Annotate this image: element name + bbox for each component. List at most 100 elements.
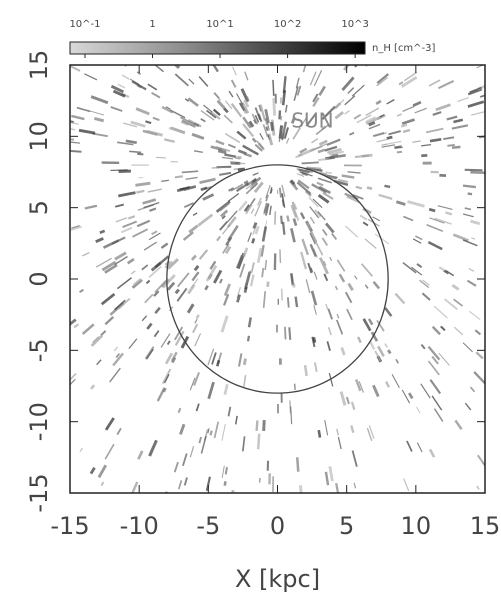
texture-streak	[326, 304, 328, 309]
texture-streak	[179, 408, 181, 413]
texture-streak	[0, 438, 2, 443]
texture-streak	[430, 380, 440, 394]
texture-streak	[239, 353, 241, 366]
texture-streak	[384, 186, 390, 187]
texture-streak	[199, 77, 208, 87]
texture-streak	[320, 258, 327, 274]
texture-streak	[370, 508, 374, 522]
texture-streak	[112, 237, 125, 243]
texture-streak	[332, 155, 339, 156]
texture-streak	[266, 0, 267, 6]
texture-streak	[39, 305, 45, 309]
texture-streak	[429, 80, 440, 86]
texture-streak	[326, 172, 332, 173]
texture-streak	[188, 98, 198, 105]
texture-streak	[346, 292, 352, 303]
texture-streak	[2, 178, 20, 179]
texture-streak	[465, 208, 471, 209]
texture-streak	[245, 22, 249, 38]
texture-streak	[74, 324, 78, 327]
texture-streak	[286, 105, 287, 113]
texture-streak	[445, 213, 451, 215]
texture-streak	[249, 317, 251, 327]
texture-streak	[229, 91, 233, 97]
y-tick-label: 0	[25, 271, 53, 286]
texture-streak	[402, 77, 417, 86]
x-tick-label: 0	[270, 512, 285, 540]
texture-streak	[437, 30, 441, 33]
texture-streak	[195, 333, 201, 346]
texture-streak	[492, 218, 498, 220]
texture-streak	[163, 369, 171, 383]
texture-streak	[365, 239, 376, 248]
texture-streak	[495, 479, 497, 482]
texture-streak	[281, 216, 282, 224]
texture-streak	[48, 313, 62, 322]
texture-streak	[170, 493, 172, 499]
texture-streak	[179, 480, 182, 489]
texture-streak	[35, 5, 48, 14]
texture-streak	[337, 314, 339, 318]
texture-streak	[351, 425, 353, 432]
texture-streak	[164, 139, 174, 141]
texture-streak	[455, 420, 461, 429]
texture-streak	[367, 187, 372, 188]
texture-streak	[166, 3, 175, 16]
texture-streak	[447, 117, 457, 120]
texture-streak	[198, 215, 212, 226]
texture-streak	[337, 429, 339, 436]
texture-streak	[53, 345, 58, 349]
texture-streak	[447, 145, 454, 146]
texture-streak	[337, 320, 343, 334]
texture-streak	[61, 256, 69, 260]
texture-streak	[264, 291, 266, 308]
texture-streak	[126, 141, 137, 143]
texture-streak	[131, 271, 135, 274]
texture-streak	[251, 262, 253, 273]
texture-streak	[102, 294, 115, 304]
texture-streak	[324, 274, 327, 281]
texture-streak	[400, 31, 408, 39]
texture-streak	[294, 283, 295, 287]
texture-streak	[438, 206, 453, 210]
texture-streak	[432, 396, 442, 410]
texture-streak	[472, 14, 481, 20]
texture-streak	[217, 236, 220, 240]
texture-streak	[243, 436, 245, 451]
texture-streak	[430, 449, 434, 457]
colorbar	[70, 42, 365, 54]
texture-streak	[135, 183, 150, 185]
texture-streak	[342, 176, 355, 178]
texture-streak	[244, 359, 245, 365]
texture-streak	[296, 297, 297, 307]
texture-streak	[118, 84, 125, 88]
texture-streak	[0, 381, 7, 388]
texture-streak	[260, 12, 261, 19]
texture-streak	[248, 336, 249, 341]
texture-streak	[237, 157, 241, 158]
texture-streak	[373, 24, 378, 31]
texture-streak	[144, 9, 152, 18]
texture-streak	[2, 246, 15, 250]
texture-streak	[228, 193, 239, 201]
texture-streak	[168, 283, 174, 290]
texture-streak	[386, 382, 389, 388]
texture-streak	[26, 13, 38, 20]
texture-streak	[476, 352, 483, 358]
texture-streak	[106, 505, 114, 521]
texture-streak	[148, 84, 157, 90]
texture-streak	[42, 185, 50, 186]
texture-streak	[233, 67, 237, 75]
texture-streak	[323, 516, 324, 524]
texture-streak	[354, 483, 355, 489]
texture-streak	[92, 336, 103, 346]
texture-streak	[336, 286, 338, 290]
texture-streak	[137, 221, 150, 226]
texture-streak	[193, 324, 197, 332]
texture-streak	[236, 416, 237, 425]
texture-streak	[152, 93, 160, 98]
texture-streak	[262, 268, 263, 277]
texture-streak	[90, 0, 101, 8]
texture-streak	[257, 11, 258, 18]
texture-streak	[194, 151, 203, 153]
